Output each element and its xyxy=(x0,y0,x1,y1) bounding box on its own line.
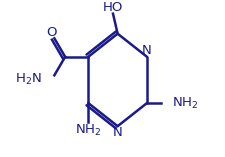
Text: N: N xyxy=(142,44,151,57)
Text: N: N xyxy=(112,126,122,139)
Text: NH$_2$: NH$_2$ xyxy=(75,123,101,138)
Text: HO: HO xyxy=(102,1,123,14)
Text: NH$_2$: NH$_2$ xyxy=(171,95,197,111)
Text: O: O xyxy=(46,26,56,39)
Text: H$_2$N: H$_2$N xyxy=(15,72,42,87)
